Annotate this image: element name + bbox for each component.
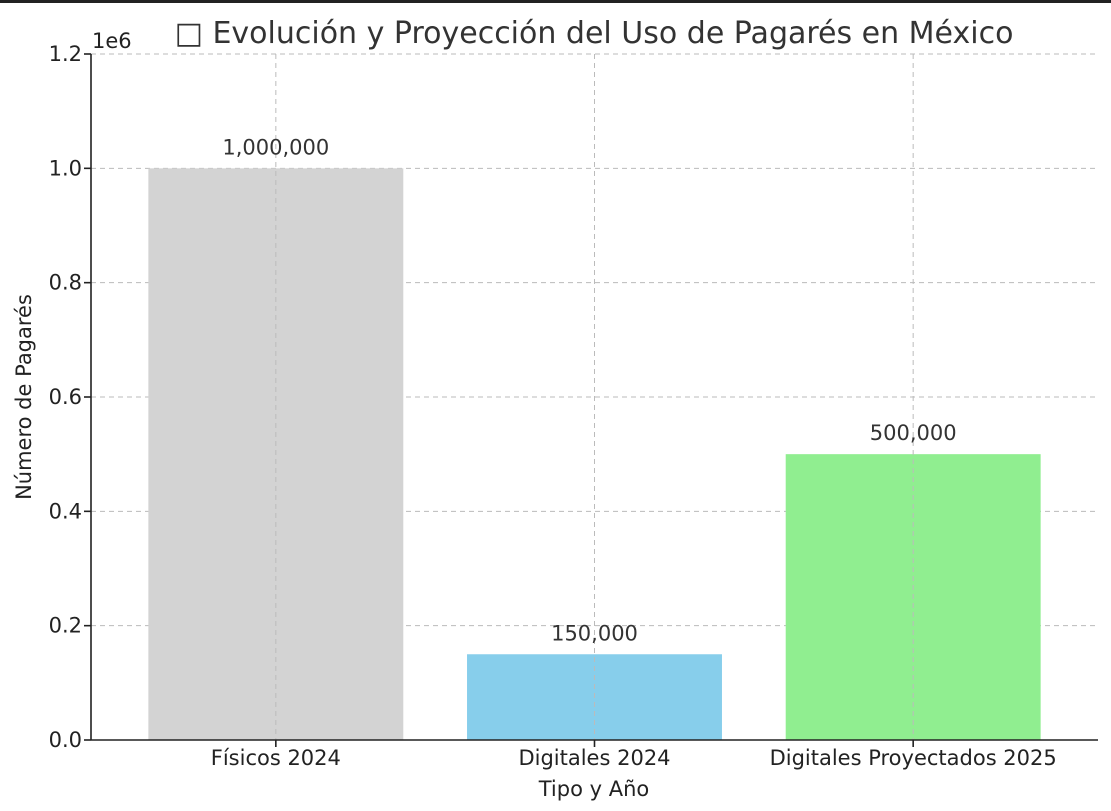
y-axis-title: Número de Pagarés [12, 294, 36, 500]
x-tick-label: Físicos 2024 [211, 746, 341, 770]
data-label: 500,000 [870, 421, 957, 445]
data-labels: 1,000,000 150,000 500,000 [222, 135, 956, 645]
y-tick-label: 0.8 [49, 271, 82, 295]
y-tick-label: 0.6 [49, 385, 82, 409]
y-tick-label: 0.0 [49, 728, 82, 752]
x-tick-label: Digitales Proyectados 2025 [770, 746, 1057, 770]
top-border [0, 0, 1111, 3]
y-offset-text: 1e6 [92, 29, 132, 53]
y-tick-label: 0.2 [49, 614, 82, 638]
y-tick-label: 0.4 [49, 499, 82, 523]
data-label: 150,000 [551, 621, 638, 645]
vertical-grid [275, 54, 914, 740]
y-ticks: 0.0 0.2 0.4 0.6 0.8 1.0 1.2 [49, 42, 91, 752]
x-ticks: Físicos 2024 Digitales 2024 Digitales Proy… [211, 740, 1057, 770]
y-tick-label: 1.2 [49, 42, 82, 66]
data-label: 1,000,000 [222, 135, 329, 159]
y-tick-label: 1.0 [49, 156, 82, 180]
chart-title: □ Evolución y Proyección del Uso de Paga… [175, 16, 1014, 51]
x-tick-label: Digitales 2024 [518, 746, 670, 770]
x-axis-title: Tipo y Año [538, 777, 650, 801]
